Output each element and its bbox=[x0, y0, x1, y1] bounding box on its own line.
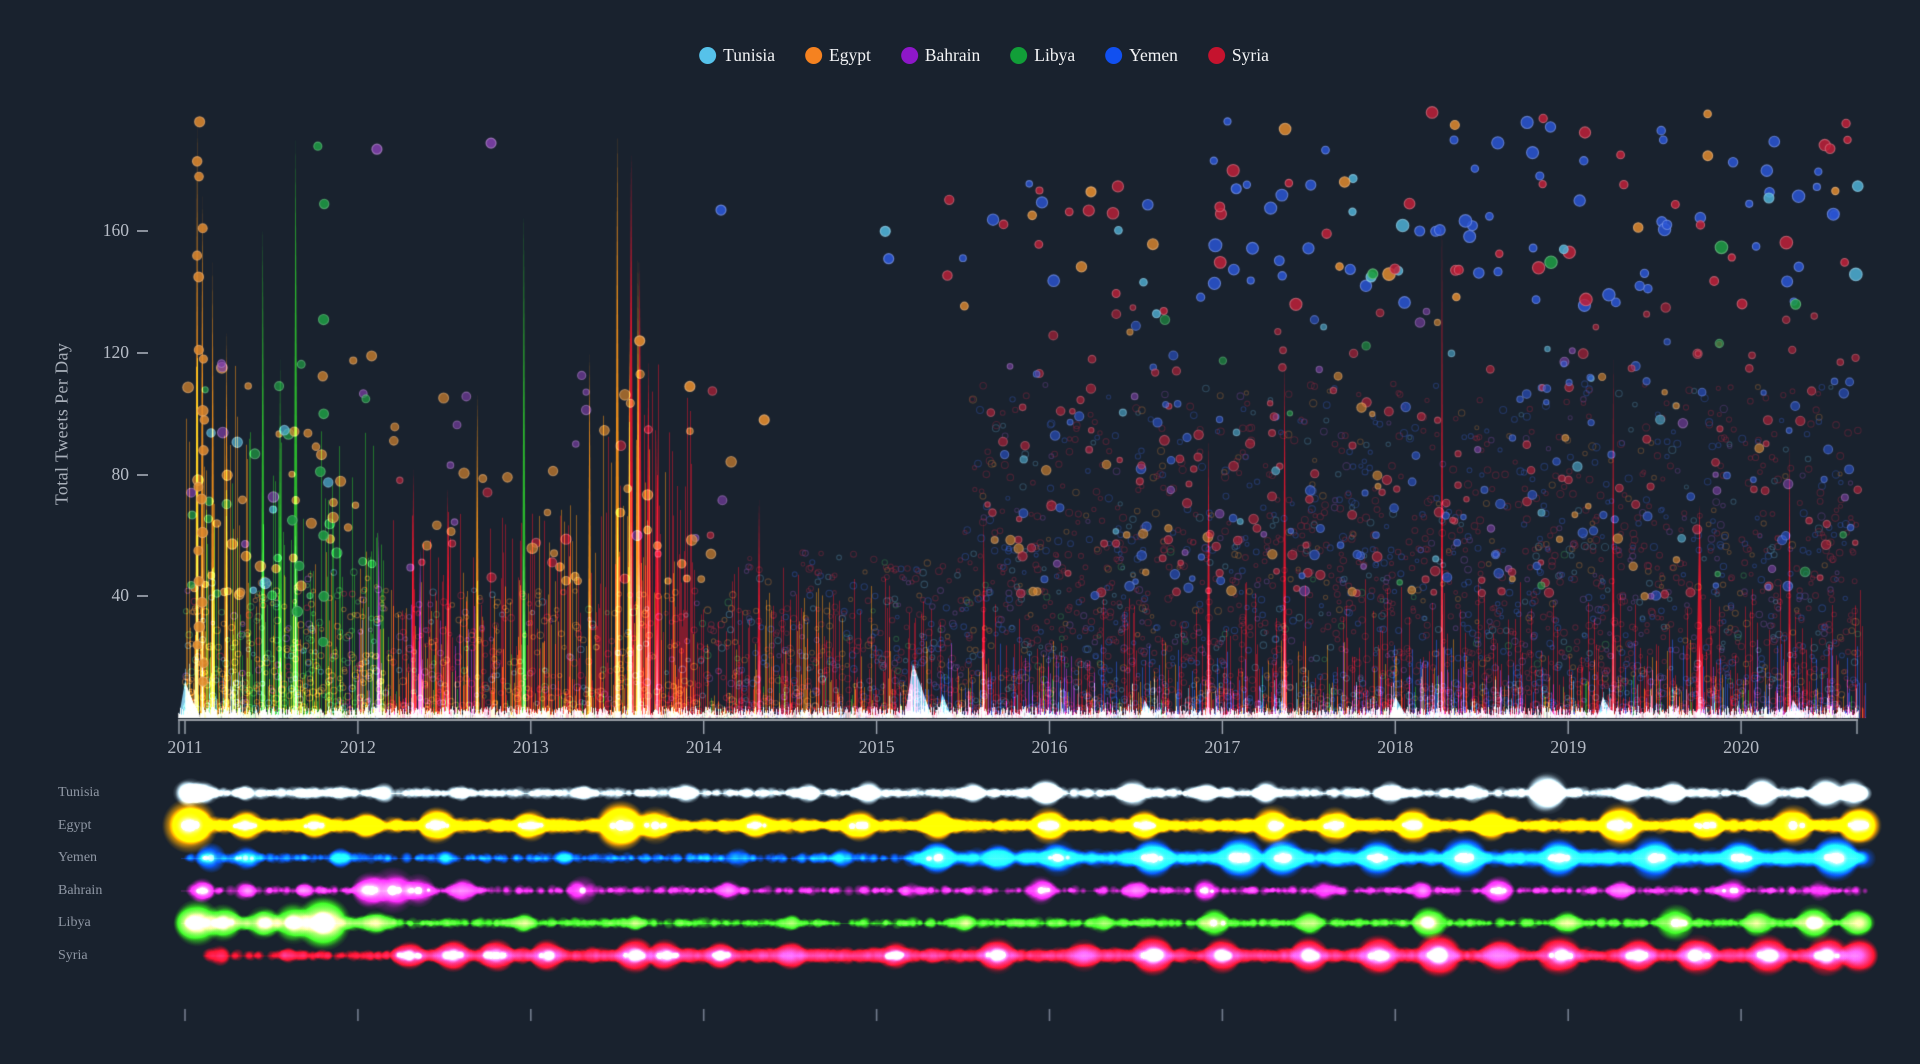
legend-label: Yemen bbox=[1129, 45, 1178, 65]
legend-label: Bahrain bbox=[924, 45, 981, 65]
x-axis-year-label: 2014 bbox=[685, 737, 722, 757]
legend-swatch-icon bbox=[805, 47, 823, 65]
y-tick-label: 120 bbox=[102, 341, 129, 362]
legend-swatch-icon bbox=[900, 47, 918, 65]
x-axis-year-label: 2017 bbox=[1204, 737, 1241, 757]
timeline-row-label-tunisia: Tunisia bbox=[58, 785, 100, 800]
legend-swatch-icon bbox=[1105, 47, 1123, 65]
x-axis-year-label: 2011 bbox=[167, 737, 203, 757]
timeline-row-label-libya: Libya bbox=[58, 915, 91, 930]
legend-label: Tunisia bbox=[723, 45, 776, 65]
x-axis-year-label: 2012 bbox=[339, 737, 376, 757]
legend-item-libya[interactable]: Libya bbox=[1010, 45, 1076, 65]
legend-swatch-icon bbox=[1010, 47, 1028, 65]
x-axis-year-label: 2013 bbox=[512, 737, 549, 757]
y-tick-label: 40 bbox=[111, 585, 130, 606]
y-tick-mark bbox=[137, 230, 148, 233]
legend-label: Egypt bbox=[829, 45, 871, 65]
legend: Tunisia Egypt Bahrain Libya Yemen Syria bbox=[699, 45, 1269, 65]
legend-item-tunisia[interactable]: Tunisia bbox=[699, 45, 776, 65]
y-tick-mark bbox=[137, 595, 148, 598]
x-axis-year-label: 2015 bbox=[858, 737, 895, 757]
x-axis-year-label: 2020 bbox=[1723, 737, 1760, 757]
y-tick-label: 160 bbox=[102, 220, 129, 241]
legend-item-yemen[interactable]: Yemen bbox=[1105, 45, 1178, 65]
timeline-row-label-syria: Syria bbox=[58, 947, 88, 963]
timeline-row-label-egypt: Egypt bbox=[58, 817, 92, 833]
legend-label: Libya bbox=[1034, 45, 1076, 65]
y-tick-mark bbox=[137, 473, 148, 476]
x-axis-year-label: 2018 bbox=[1377, 737, 1414, 757]
legend-swatch-icon bbox=[1207, 47, 1225, 65]
timeline-row-label-yemen: Yemen bbox=[58, 850, 98, 865]
y-tick-label: 80 bbox=[111, 463, 130, 484]
legend-label: Syria bbox=[1231, 45, 1269, 65]
y-tick-mark bbox=[137, 351, 148, 354]
legend-item-syria[interactable]: Syria bbox=[1207, 45, 1269, 65]
legend-swatch-icon bbox=[699, 47, 717, 65]
timeline-row-label-bahrain: Bahrain bbox=[58, 882, 103, 898]
x-axis-year-label: 2019 bbox=[1550, 737, 1587, 757]
x-axis-year-label: 2016 bbox=[1031, 737, 1068, 757]
legend-item-egypt[interactable]: Egypt bbox=[805, 45, 871, 65]
legend-item-bahrain[interactable]: Bahrain bbox=[900, 45, 981, 65]
